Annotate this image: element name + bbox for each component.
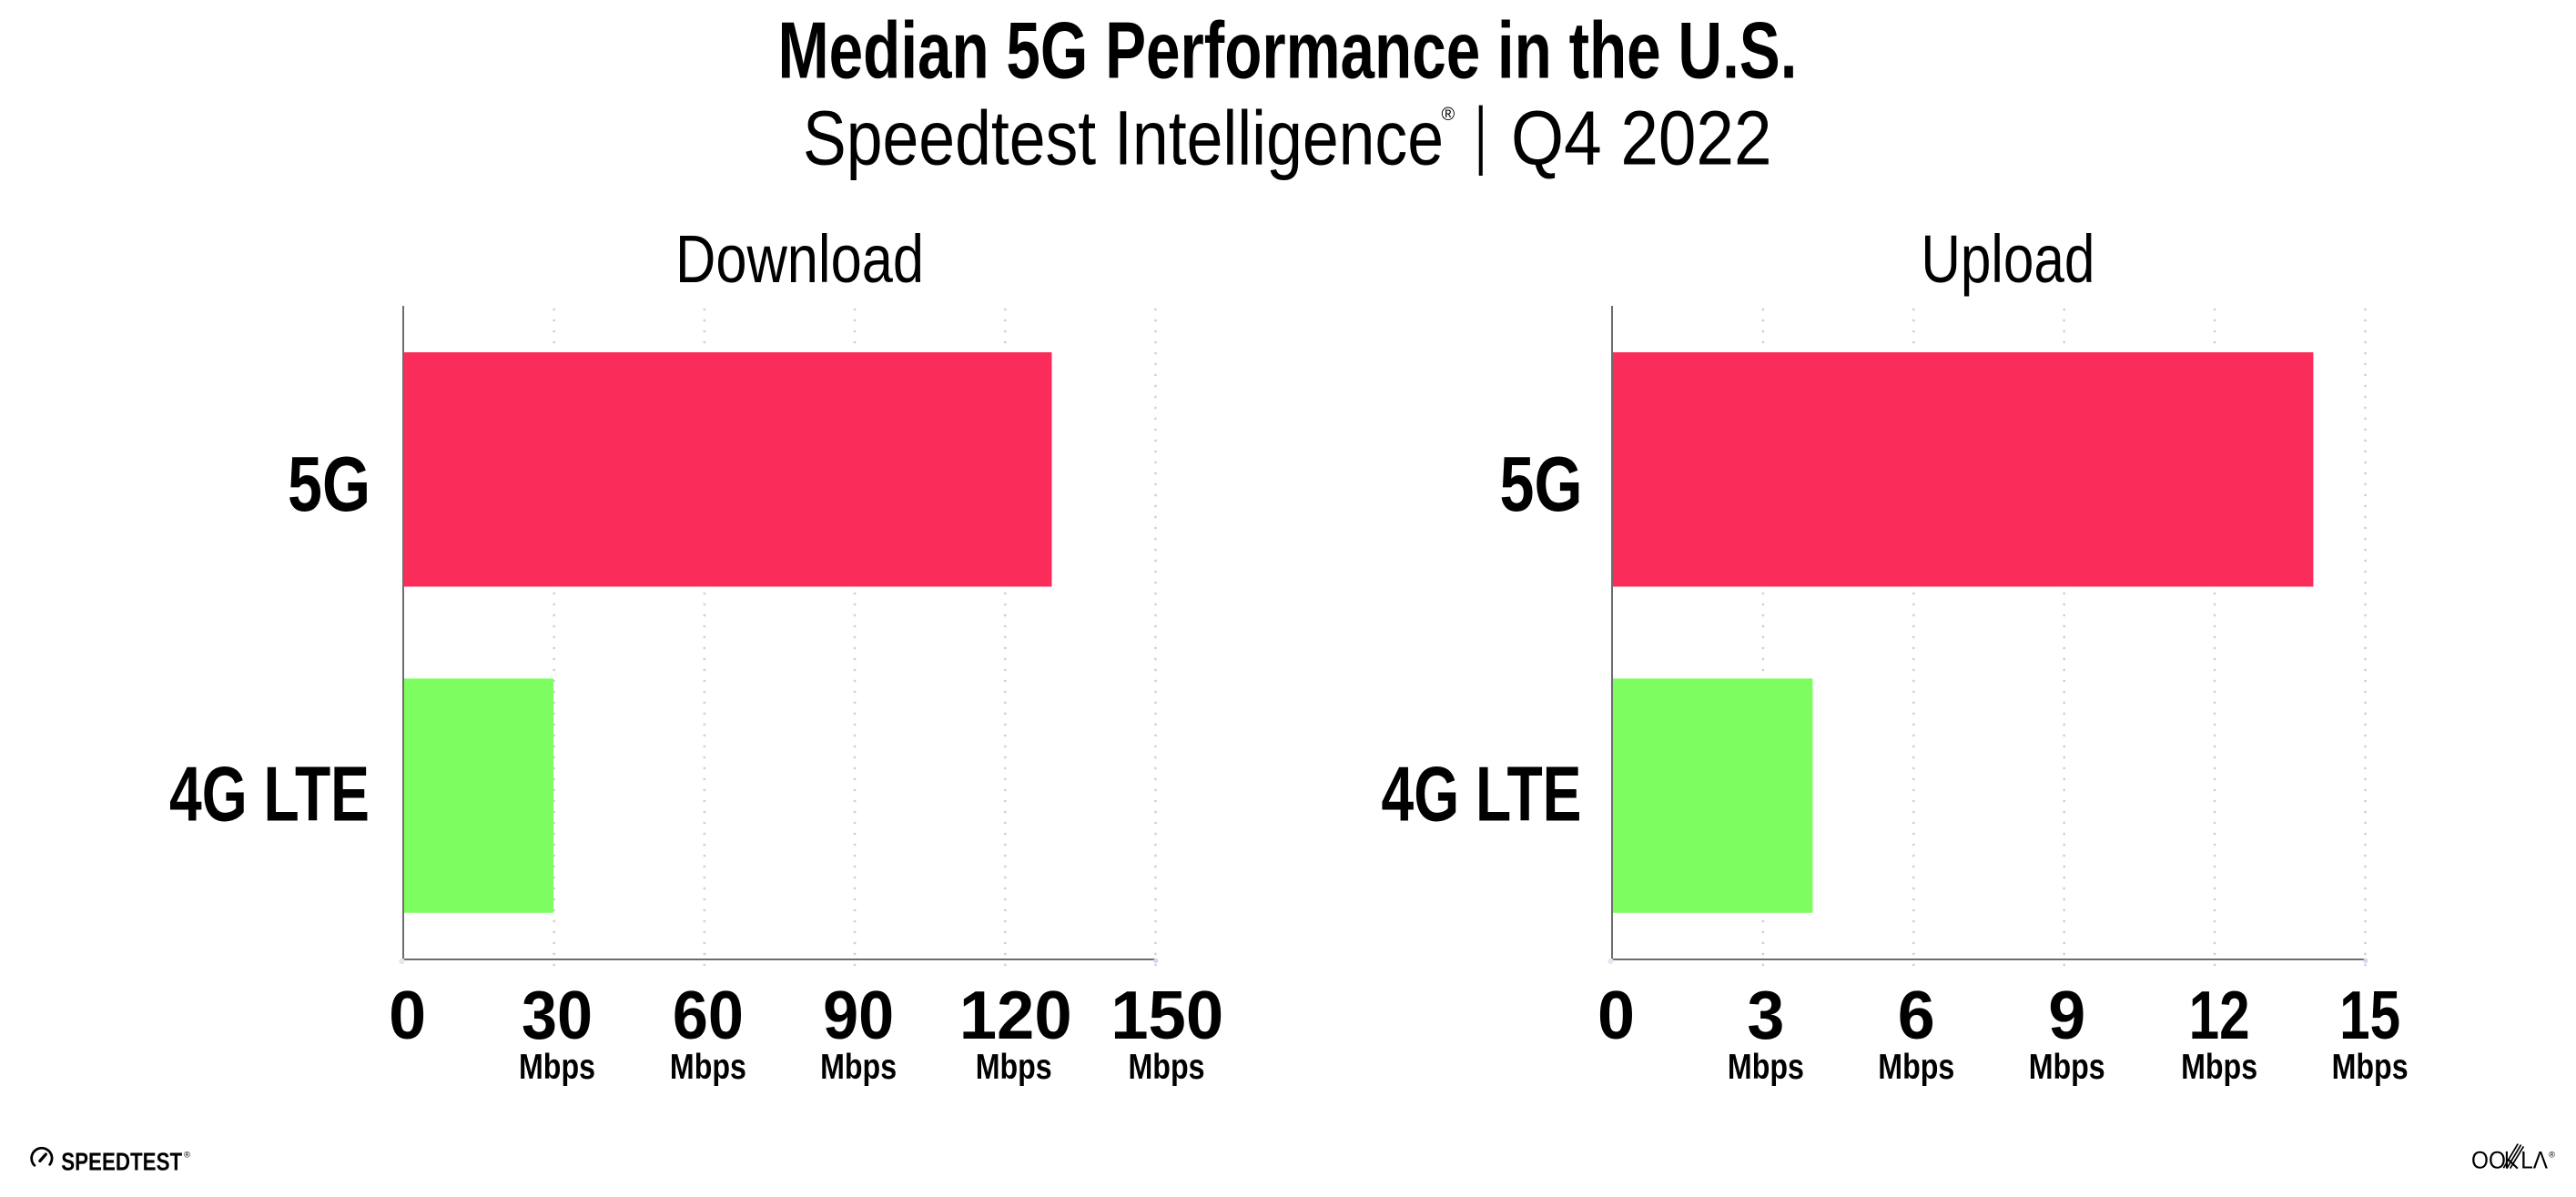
svg-text:9: 9 — [2048, 977, 2085, 1053]
svg-text:Mbps: Mbps — [976, 1048, 1052, 1087]
svg-text:12: 12 — [2189, 977, 2250, 1053]
svg-text:Mbps: Mbps — [820, 1048, 897, 1087]
svg-text:5G: 5G — [288, 441, 370, 528]
svg-text:Download: Download — [675, 221, 924, 297]
svg-text:®: ® — [2549, 1151, 2555, 1161]
svg-text:OO: OO — [2471, 1147, 2506, 1174]
svg-text:Q4 2022: Q4 2022 — [1511, 95, 1772, 180]
svg-text:Mbps: Mbps — [2029, 1048, 2105, 1087]
svg-text:3: 3 — [1747, 977, 1784, 1053]
svg-text:4G LTE: 4G LTE — [1382, 752, 1582, 838]
svg-text:Mbps: Mbps — [1878, 1048, 1954, 1087]
svg-text:15: 15 — [2339, 977, 2400, 1053]
svg-text:Speedtest Intelligence: Speedtest Intelligence — [803, 95, 1444, 180]
svg-text:30: 30 — [522, 977, 593, 1053]
svg-text:Upload: Upload — [1921, 221, 2094, 297]
svg-text:0: 0 — [1597, 977, 1635, 1053]
svg-text:60: 60 — [673, 977, 744, 1053]
svg-text:6: 6 — [1898, 977, 1935, 1053]
svg-text:90: 90 — [823, 977, 894, 1053]
svg-text:5G: 5G — [1500, 441, 1583, 528]
svg-text:4G LTE: 4G LTE — [169, 752, 370, 838]
svg-text:Median 5G Performance in the U: Median 5G Performance in the U.S. — [778, 5, 1798, 96]
svg-text:Mbps: Mbps — [1129, 1048, 1205, 1087]
svg-text:Mbps: Mbps — [1728, 1048, 1804, 1087]
svg-text:SPEEDTEST: SPEEDTEST — [61, 1147, 182, 1175]
svg-text:120: 120 — [959, 977, 1072, 1053]
svg-text:LΛ: LΛ — [2520, 1147, 2548, 1174]
svg-text:Mbps: Mbps — [670, 1048, 746, 1087]
svg-text:Mbps: Mbps — [519, 1048, 595, 1087]
svg-text:Mbps: Mbps — [2332, 1048, 2409, 1087]
svg-text:0: 0 — [389, 977, 426, 1053]
svg-text:®: ® — [184, 1151, 190, 1161]
svg-text:150: 150 — [1111, 977, 1223, 1053]
svg-text:®: ® — [1442, 105, 1455, 125]
svg-text:Mbps: Mbps — [2181, 1048, 2257, 1087]
